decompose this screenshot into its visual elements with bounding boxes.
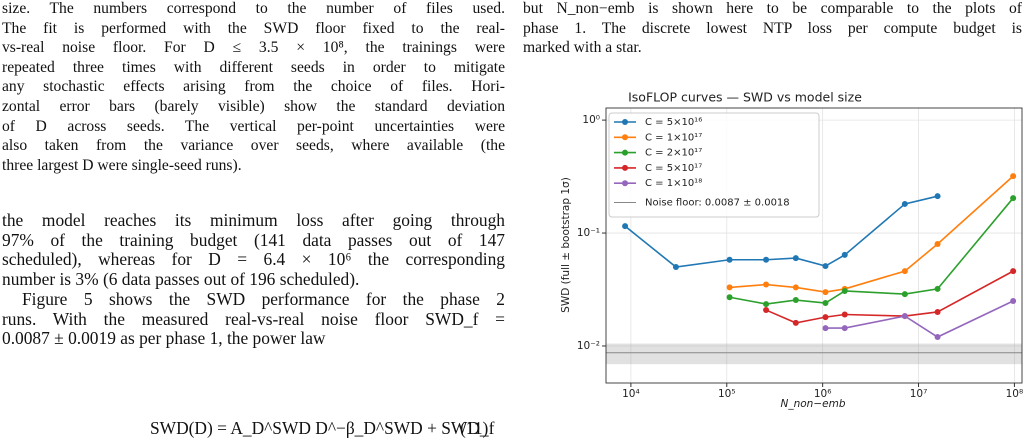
data-point xyxy=(792,284,799,291)
data-point xyxy=(1010,268,1017,275)
legend-label: C = 5×10¹⁷ xyxy=(645,163,702,174)
text-line: 0.0087 ± 0.0019 as per phase 1, the powe… xyxy=(2,328,326,349)
data-point xyxy=(622,223,629,230)
legend-box xyxy=(608,112,820,218)
data-point xyxy=(841,251,848,258)
data-point xyxy=(1010,173,1017,180)
legend-marker xyxy=(622,119,628,125)
x-tick-label: 10⁸ xyxy=(1006,388,1024,400)
data-point xyxy=(672,264,679,271)
x-tick-label: 10⁵ xyxy=(718,388,736,400)
legend-label: C = 1×10¹⁸ xyxy=(645,178,702,189)
data-point xyxy=(934,334,941,341)
text-line: of D across seeds. The vertical per-poin… xyxy=(2,117,505,135)
text-line: three largest D were single-seed runs). xyxy=(2,156,242,174)
chart-title: IsoFLOP curves — SWD vs model size xyxy=(628,90,862,105)
data-point xyxy=(763,301,770,308)
data-point xyxy=(822,325,829,332)
plot-frame xyxy=(605,107,1023,384)
data-point xyxy=(934,285,941,292)
text-line: scheduled), whereas for D = 6.4 × 10⁶ th… xyxy=(2,249,505,270)
data-point xyxy=(901,313,908,320)
text-line: SWD(D) = A_D^SWD D^−β_D^SWD + SWD_f xyxy=(150,418,495,438)
data-point xyxy=(726,294,733,301)
legend-marker xyxy=(622,134,628,141)
text-line: (11) xyxy=(460,418,489,438)
text-line: the model reaches its minimum loss after… xyxy=(2,210,505,230)
x-tick-label: 10⁴ xyxy=(622,388,640,400)
data-point xyxy=(763,256,770,263)
data-point xyxy=(792,255,799,262)
y-tick-label: 10⁻¹ xyxy=(577,227,600,239)
legend-marker xyxy=(622,164,628,171)
noise-band xyxy=(606,343,1022,365)
text-line: size. The numbers correspond to the numb… xyxy=(2,0,505,17)
data-point xyxy=(934,193,941,200)
legend-label: C = 1×10¹⁷ xyxy=(645,132,702,143)
text-line: The fit is performed with the SWD floor … xyxy=(2,19,505,37)
data-point xyxy=(934,308,941,315)
data-point xyxy=(901,291,908,298)
legend-label: Noise floor: 0.0087 ± 0.0018 xyxy=(645,198,790,209)
data-point xyxy=(934,240,941,247)
data-point xyxy=(822,314,829,321)
legend-label: C = 2×10¹⁷ xyxy=(645,148,702,159)
data-point xyxy=(822,263,829,270)
text-line: zontal error bars (barely visible) show … xyxy=(2,98,505,115)
x-tick-label: 10⁷ xyxy=(910,388,928,400)
data-point xyxy=(901,200,908,207)
text-line: marked with a star. xyxy=(523,39,642,57)
series-line xyxy=(729,197,1014,305)
data-point xyxy=(841,287,848,294)
text-line: also taken from the variance over seeds,… xyxy=(2,137,505,155)
data-point xyxy=(822,289,829,296)
data-point xyxy=(763,281,770,288)
data-point xyxy=(763,307,770,314)
series-line xyxy=(765,270,1014,324)
legend-marker xyxy=(622,180,628,187)
text-line: 97% of the training budget (141 data pas… xyxy=(2,229,505,250)
data-point xyxy=(841,325,848,332)
series-line xyxy=(825,300,1014,338)
y-tick-label: 10⁰ xyxy=(582,114,600,126)
data-point xyxy=(822,300,829,307)
text-line: Figure 5 shows the SWD performance for t… xyxy=(22,289,505,309)
series-line xyxy=(729,175,1014,293)
data-point xyxy=(901,268,908,275)
text-line: runs. With the measured real-vs-real noi… xyxy=(2,308,505,329)
data-point xyxy=(792,319,799,326)
data-point xyxy=(792,297,799,304)
data-point xyxy=(726,284,733,291)
text-line: number is 3% (6 data passes out of 196 s… xyxy=(2,268,360,289)
y-tick-label: 10⁻² xyxy=(577,340,600,352)
text-line: vs-real noise floor. For D ≤ 3.5 × 10⁸, … xyxy=(2,39,505,57)
x-axis-label: N_non−emb xyxy=(781,398,846,410)
text-line: but N_non−emb is shown here to be compar… xyxy=(523,0,1022,17)
text-line: any stochastic effects arising from the … xyxy=(2,78,505,96)
text-line: repeated three times with different seed… xyxy=(2,58,505,76)
y-axis-label: SWD (full ± bootstrap 1σ) xyxy=(560,177,572,313)
data-point xyxy=(841,311,848,318)
legend-label: C = 5×10¹⁶ xyxy=(645,117,702,128)
text-line: phase 1. The discrete lowest NTP loss pe… xyxy=(523,19,1022,37)
data-point xyxy=(1010,298,1017,305)
legend-marker xyxy=(622,149,628,156)
data-point xyxy=(1010,195,1017,202)
data-point xyxy=(726,256,733,263)
x-tick-label: 10⁶ xyxy=(814,388,832,400)
